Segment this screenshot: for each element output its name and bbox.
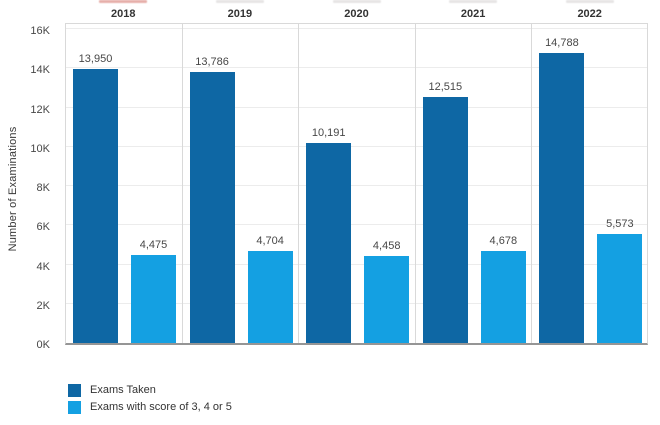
exams-scored-bar-2020 [364, 255, 410, 343]
exams-scored-bar-2021 [480, 251, 526, 343]
legend-label: Exams with score of 3, 4 or 5 [90, 401, 232, 413]
bar-value-label: 5,573 [606, 217, 634, 230]
year-panel-2022: 14,788 5,573 [532, 24, 649, 343]
y-tick-0K: 0K [36, 339, 50, 351]
legend-swatch-icon [68, 400, 81, 414]
y-tick-4K: 4K [36, 260, 50, 273]
bar-value-label: 10,191 [311, 127, 346, 140]
gridline [66, 106, 647, 108]
gridline [66, 67, 647, 69]
y-tick-10K: 10K [30, 142, 50, 155]
cropped-text-artifact [215, 0, 264, 3]
gridline [66, 263, 647, 265]
exams-scored-bar-2018 [131, 255, 176, 343]
y-tick-16K: 16K [30, 25, 50, 37]
year-panel-2020: 10,191 4,458 [299, 24, 416, 343]
bar-value-label: 4,458 [372, 239, 401, 252]
exams-scored-bar-2019 [247, 250, 293, 343]
gridline [66, 145, 647, 147]
bar-value-label: 4,678 [489, 235, 518, 248]
exams-taken-bar-2018 [73, 69, 118, 343]
gridline [66, 224, 647, 226]
exams-taken-bar-2021 [422, 97, 468, 343]
legend-label: Exams Taken [90, 384, 156, 396]
legend: Exams Taken Exams with score of 3, 4 or 5 [68, 382, 232, 416]
bar-value-label: 13,950 [78, 53, 113, 66]
gridline [66, 302, 647, 304]
legend-item-exams-scored: Exams with score of 3, 4 or 5 [68, 399, 232, 415]
year-label-2020: 2020 [344, 8, 369, 20]
cropped-text-artifact [99, 0, 148, 3]
cropped-text-artifact [565, 0, 614, 3]
legend-item-exams-taken: Exams Taken [68, 382, 232, 398]
y-tick-2K: 2K [36, 299, 50, 312]
bar-value-label: 14,788 [545, 36, 579, 49]
exams-taken-bar-2020 [306, 143, 352, 343]
cropped-text-artifact [332, 0, 381, 3]
y-tick-8K: 8K [36, 182, 50, 194]
gridline [66, 185, 647, 186]
cropped-text-artifact [449, 0, 498, 3]
year-label-2018: 2018 [111, 8, 136, 20]
year-label-2021: 2021 [460, 8, 486, 20]
y-tick-14K: 14K [30, 64, 50, 77]
year-panel-2021: 12,515 4,678 [416, 24, 533, 343]
bar-value-label: 13,786 [195, 56, 229, 69]
bar-value-label: 4,475 [139, 239, 168, 252]
plot-area: 13,950 4,475 13,786 4,704 10,191 4,458 12,515 4… [65, 23, 648, 345]
exams-taken-bar-2022 [539, 52, 585, 343]
exams-scored-bar-2022 [597, 233, 643, 343]
y-tick-6K: 6K [36, 221, 50, 234]
bar-value-label: 4,704 [256, 234, 284, 247]
exams-taken-bar-2019 [189, 72, 235, 343]
year-panel-2018: 13,950 4,475 [66, 24, 183, 343]
year-label-2019: 2019 [227, 8, 253, 20]
bar-value-label: 12,515 [428, 81, 463, 94]
y-tick-12K: 12K [30, 103, 50, 116]
year-label-2022: 2022 [577, 8, 602, 20]
legend-swatch-icon [68, 383, 81, 397]
gridline [66, 28, 647, 29]
year-panel-2019: 13,786 4,704 [183, 24, 300, 343]
